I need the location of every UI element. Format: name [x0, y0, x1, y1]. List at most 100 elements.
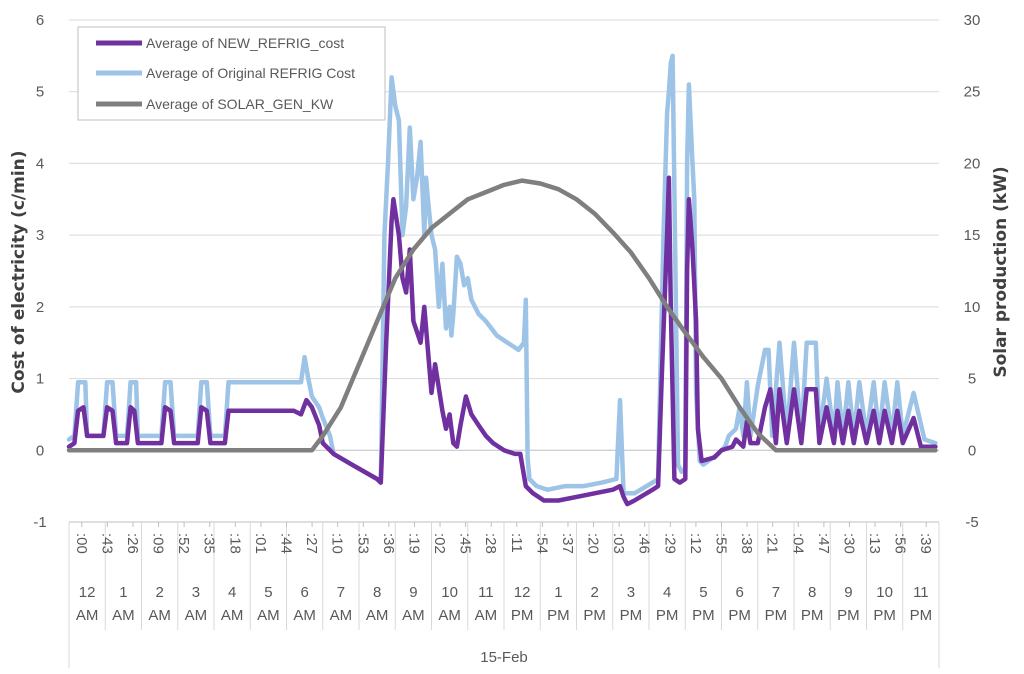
right-tick-label: 10	[964, 299, 981, 316]
hour-ampm-label: AM	[402, 607, 425, 624]
minute-tick-label: :56	[892, 533, 909, 554]
minute-tick-label: :28	[482, 533, 499, 554]
hour-ampm-label: AM	[185, 607, 208, 624]
minute-tick-label: :13	[866, 533, 883, 554]
left-tick-label: 0	[36, 442, 44, 459]
hour-number-label: 10	[441, 584, 458, 601]
hour-number-label: 9	[409, 584, 417, 601]
hour-number-label: 10	[876, 584, 893, 601]
hour-ampm-label: AM	[330, 607, 353, 624]
hour-number-label: 7	[772, 584, 780, 601]
hour-number-label: 9	[844, 584, 852, 601]
hour-ampm-label: PM	[910, 607, 933, 624]
right-tick-label: 25	[964, 84, 981, 101]
right-axis-title: Solar production (kW)	[991, 166, 1011, 377]
series-line-1	[66, 53, 938, 496]
hour-ampm-label: PM	[547, 607, 570, 624]
left-axis-ticks: -1 0 1 2 3 4 5 6	[33, 12, 46, 531]
hour-ampm-label: PM	[583, 607, 606, 624]
series-line-0	[66, 175, 938, 507]
minute-tick-label: :52	[175, 533, 192, 554]
minute-tick-label: :53	[354, 533, 371, 554]
minute-tick-label: :11	[508, 533, 525, 553]
legend-label-original-refrig: Average of Original REFRIG Cost	[146, 65, 355, 81]
legend: Average of NEW_REFRIG_cost Average of Or…	[77, 26, 386, 121]
date-label: 15-Feb	[480, 649, 528, 666]
minute-tick-label: :46	[636, 533, 653, 554]
hour-ampm-label: PM	[801, 607, 824, 624]
left-axis-title: Cost of electricity (c/min)	[9, 150, 29, 393]
minute-tick-label: :00	[73, 533, 90, 554]
series-lines	[66, 53, 938, 507]
x-axis: :00 :43 :26 :09 :52 :35 :18 :01 :44 :27 :10 :53 :36:…	[68, 521, 940, 668]
hour-number-label: 1	[554, 584, 562, 601]
left-tick-label: 3	[36, 227, 44, 244]
hour-ampm-label: AM	[293, 607, 316, 624]
minute-tick-label: :37	[559, 533, 576, 554]
hour-number-label: 8	[373, 584, 381, 601]
hour-number-label: 7	[337, 584, 345, 601]
hour-number-label: 5	[699, 584, 707, 601]
right-tick-label: -5	[965, 514, 978, 531]
minute-tick-label: :04	[789, 533, 806, 554]
minute-tick-label: :30	[840, 533, 857, 554]
minute-tick-label: :26	[124, 533, 141, 554]
hour-number-label: 2	[155, 584, 163, 601]
minute-tick-label: :01	[252, 533, 269, 554]
hour-ampm-label: AM	[221, 607, 244, 624]
hour-number-label: 8	[808, 584, 816, 601]
minute-tick-label: :09	[150, 533, 167, 554]
hour-ampm-label: PM	[873, 607, 896, 624]
left-tick-label: 1	[36, 371, 44, 388]
hour-number-label: 1	[119, 584, 127, 601]
minute-tick-label: :29	[661, 533, 678, 554]
hour-ampm-label: AM	[438, 607, 461, 624]
minute-tick-label: :47	[815, 533, 832, 554]
hour-number-label: 4	[663, 584, 671, 601]
hour-ampm-label: PM	[728, 607, 751, 624]
hour-ampm-label: AM	[475, 607, 498, 624]
hour-number-label: 5	[264, 584, 272, 601]
minute-tick-label: :54	[533, 533, 550, 554]
left-tick-label: 2	[36, 299, 44, 316]
minute-tick-label: :19	[405, 533, 422, 554]
hour-number-label: 3	[192, 584, 200, 601]
hour-ampm-label: AM	[366, 607, 389, 624]
hour-number-label: 6	[735, 584, 743, 601]
series-line-2	[66, 178, 938, 453]
right-axis-ticks: -5 0 5 10 15 20 25 30	[964, 12, 981, 531]
hour-ampm-label: AM	[148, 607, 171, 624]
minute-tick-label: :10	[329, 533, 346, 554]
minute-tick-label: :55	[713, 533, 730, 554]
minute-tick-label: :27	[303, 533, 320, 554]
right-tick-label: 20	[964, 155, 981, 172]
hour-number-label: 4	[228, 584, 236, 601]
hour-number-label: 2	[590, 584, 598, 601]
left-tick-label: 5	[36, 84, 44, 101]
hour-number-label: 12	[79, 584, 96, 601]
hour-ampm-label: PM	[620, 607, 643, 624]
minute-tick-label: :35	[201, 533, 218, 554]
minute-tick-label: :44	[278, 533, 295, 554]
hour-number-label: 11	[478, 584, 494, 601]
hour-ampm-label: PM	[765, 607, 788, 624]
minute-tick-label: :36	[380, 533, 397, 554]
right-tick-label: 30	[964, 12, 981, 29]
minute-tick-label: :18	[226, 533, 243, 554]
legend-label-new-refrig: Average of NEW_REFRIG_cost	[146, 35, 344, 51]
minute-tick-label: :03	[610, 533, 627, 554]
left-tick-label: -1	[33, 514, 46, 531]
left-tick-label: 6	[36, 12, 44, 29]
hour-ampm-label: PM	[511, 607, 534, 624]
hour-number-label: 3	[627, 584, 635, 601]
legend-label-solar-gen: Average of SOLAR_GEN_KW	[146, 96, 334, 112]
minute-tick-label: :43	[98, 533, 115, 554]
minute-tick-label: :21	[764, 533, 781, 554]
minute-tick-label: :20	[585, 533, 602, 554]
hour-ampm-label: AM	[112, 607, 135, 624]
hour-ampm-label: PM	[656, 607, 679, 624]
minute-tick-label: :45	[457, 533, 474, 554]
hour-number-label: 12	[514, 584, 531, 601]
hour-number-label: 11	[913, 584, 929, 601]
